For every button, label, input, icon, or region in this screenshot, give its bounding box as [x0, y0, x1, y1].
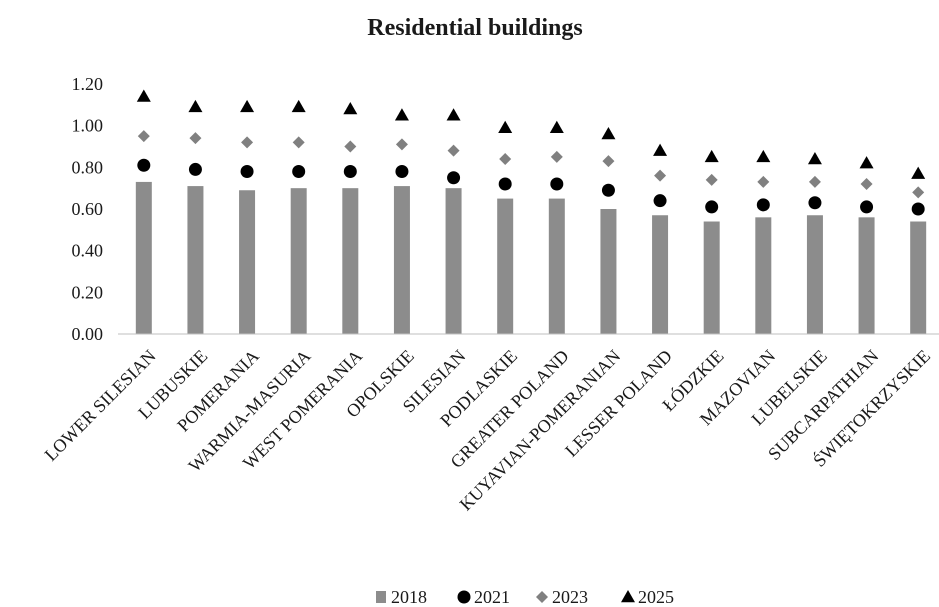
legend-swatch-2018	[376, 591, 386, 603]
point-2021	[447, 171, 461, 185]
y-tick-label: 0.40	[72, 241, 104, 261]
bar-2018	[445, 188, 462, 334]
bar-2018	[703, 221, 720, 334]
point-2023	[602, 155, 615, 168]
point-2021	[240, 165, 254, 178]
legend-label: 2018	[391, 587, 427, 607]
point-2021	[498, 177, 512, 191]
point-2025	[911, 166, 926, 179]
bar-series-2018	[135, 181, 927, 334]
bar-2018	[652, 215, 669, 334]
point-2025	[136, 89, 151, 102]
point-2021	[911, 202, 925, 216]
point-2025	[446, 108, 461, 121]
point-2021	[705, 200, 719, 214]
point-2021	[137, 158, 151, 172]
point-2021	[188, 162, 202, 176]
legend-label: 2023	[552, 587, 588, 607]
bar-2018	[548, 198, 565, 334]
bar-2018	[342, 188, 359, 334]
bar-2018	[600, 209, 617, 334]
point-2023	[137, 130, 150, 143]
point-2021	[601, 183, 615, 197]
y-tick-label: 0.80	[72, 157, 104, 177]
point-2023	[654, 169, 667, 182]
point-2021	[860, 200, 874, 214]
bar-2018	[910, 221, 927, 334]
legend-label: 2021	[474, 587, 510, 607]
point-2021	[292, 165, 306, 178]
bar-2018	[497, 198, 514, 334]
bar-2018	[187, 186, 204, 334]
y-tick-label: 1.00	[72, 116, 104, 136]
point-2023	[705, 173, 718, 186]
point-2023	[292, 136, 305, 149]
bar-2018	[755, 217, 772, 334]
point-2023	[860, 178, 873, 190]
legend-swatch-2021	[457, 590, 471, 604]
point-2025	[653, 143, 668, 156]
point-2025	[859, 156, 874, 169]
bar-2018	[806, 215, 823, 334]
point-2023	[808, 175, 821, 188]
legend-swatch-2023	[536, 591, 548, 603]
y-tick-label: 0.60	[72, 199, 104, 219]
point-2023	[395, 138, 408, 151]
chart-title: Residential buildings	[367, 15, 582, 41]
y-axis: 0.00 0.20 0.40 0.60 0.80 1.00 1.20	[72, 74, 104, 344]
legend-label: 2025	[638, 587, 674, 607]
point-2021	[550, 177, 564, 191]
point-2021	[395, 165, 409, 178]
point-2025	[704, 149, 719, 163]
x-axis-labels: LOWER SILESIANLUBUSKIEPOMERANIAWARMIA-MA…	[41, 345, 935, 514]
bar-2018	[239, 190, 256, 334]
marker-series	[136, 89, 926, 216]
bar-2018	[135, 181, 152, 334]
point-2025	[188, 99, 203, 113]
bar-2018	[858, 217, 875, 334]
point-2021	[808, 196, 822, 210]
point-2023	[344, 140, 357, 153]
point-2025	[549, 120, 564, 133]
point-2021	[756, 198, 770, 212]
bar-2018	[393, 186, 410, 334]
y-tick-label: 0.20	[72, 282, 104, 302]
point-2021	[343, 165, 357, 178]
point-2025	[291, 99, 306, 113]
point-2025	[601, 127, 616, 140]
point-2025	[807, 152, 822, 165]
point-2021	[653, 194, 667, 208]
legend: 2018 2021 2023 2025	[376, 587, 674, 607]
legend-swatch-2025	[621, 590, 635, 603]
y-tick-label: 1.20	[72, 74, 104, 94]
bar-2018	[290, 188, 307, 334]
point-2023	[447, 144, 460, 157]
point-2023	[757, 175, 770, 188]
point-2025	[756, 149, 771, 163]
point-2025	[240, 99, 255, 113]
point-2023	[499, 153, 512, 165]
point-2025	[394, 108, 409, 121]
point-2023	[241, 136, 254, 149]
point-2023	[189, 132, 202, 145]
y-tick-label: 0.00	[72, 324, 104, 344]
point-2023	[550, 150, 563, 163]
point-2025	[343, 102, 358, 115]
point-2025	[498, 120, 513, 133]
point-2023	[912, 186, 925, 199]
